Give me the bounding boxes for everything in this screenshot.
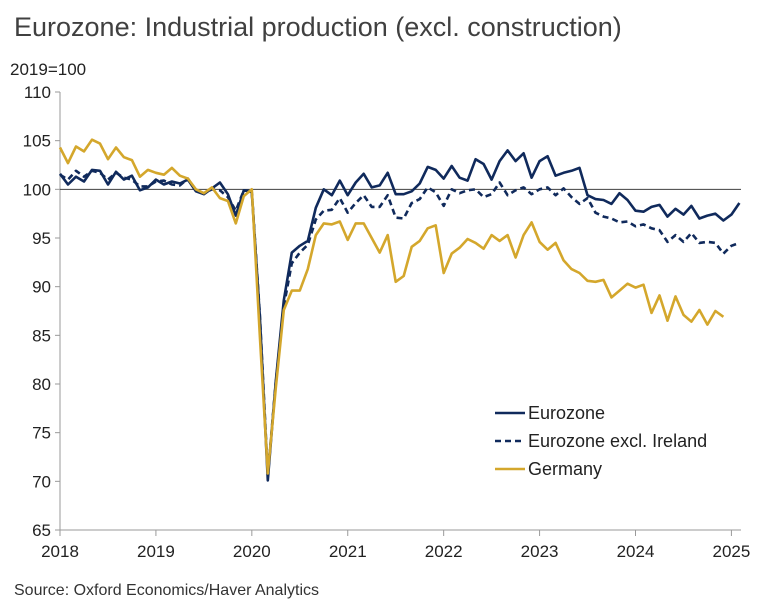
x-tick-label: 2023 [521, 542, 559, 561]
series-line-eurozone [58, 149, 741, 482]
legend: Eurozone Eurozone excl. Ireland Germany [495, 403, 707, 479]
y-tick-label: 105 [23, 132, 51, 151]
legend-label: Eurozone [528, 403, 605, 423]
x-tick-label: 2020 [233, 542, 271, 561]
y-tick-label: 80 [32, 375, 51, 394]
y-tick-label: 90 [32, 278, 51, 297]
y-tick-label: 100 [23, 180, 51, 199]
x-tick-label: 2025 [712, 542, 750, 561]
chart-title: Eurozone: Industrial production (excl. c… [14, 12, 622, 42]
y-tick-label: 75 [32, 424, 51, 443]
x-tick-label: 2024 [617, 542, 655, 561]
y-axis-unit-label: 2019=100 [10, 60, 87, 79]
x-tick-label: 2018 [41, 542, 79, 561]
legend-label: Germany [528, 459, 602, 479]
legend-label: Eurozone excl. Ireland [528, 431, 707, 451]
y-tick-label: 70 [32, 472, 51, 491]
y-tick-label: 110 [24, 83, 51, 102]
source-note: Source: Oxford Economics/Haver Analytics [14, 582, 320, 599]
series-line-germany [58, 138, 725, 475]
y-tick-label: 65 [32, 521, 51, 540]
x-tick-label: 2019 [137, 542, 175, 561]
x-tick-label: 2022 [425, 542, 463, 561]
y-tick-label: 95 [32, 229, 51, 248]
x-tick-label: 2021 [329, 542, 367, 561]
series-line-eurozone-excl-ireland [59, 169, 740, 476]
y-tick-label: 85 [32, 326, 51, 345]
